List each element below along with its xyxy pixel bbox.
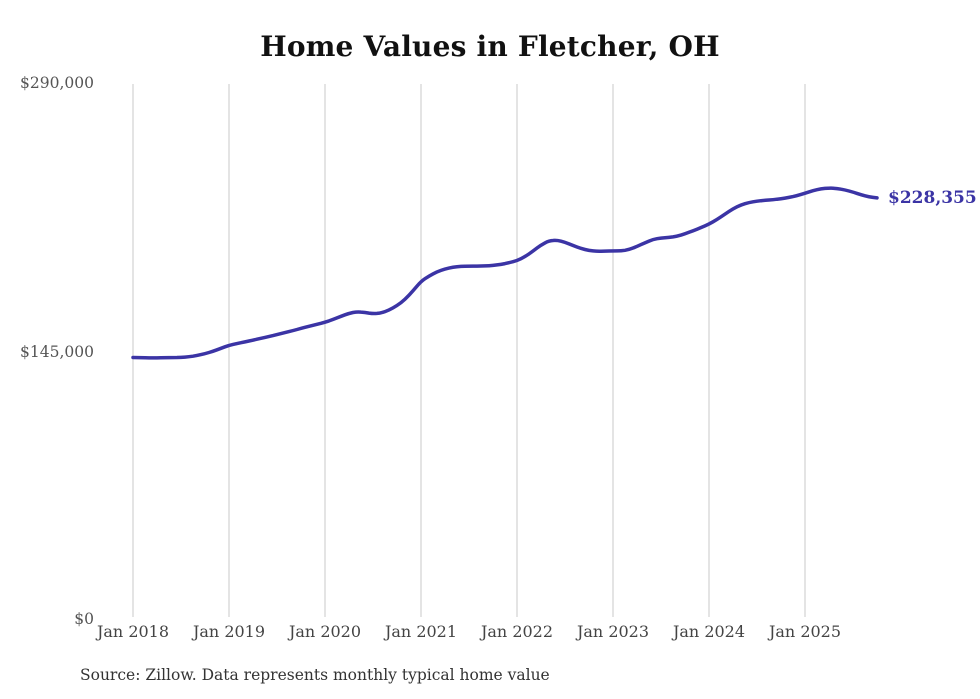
- y-tick-label-145000: $145,000: [20, 343, 94, 361]
- x-tick-label: Jan 2021: [384, 622, 458, 641]
- end-value-label: $228,355: [888, 187, 977, 208]
- home-value-line: [131, 186, 879, 360]
- source-note: Source: Zillow. Data represents monthly …: [80, 666, 550, 684]
- x-axis-labels: Jan 2018 Jan 2019 Jan 2020 Jan 2021 Jan 2022…: [0, 622, 980, 646]
- x-tick-label: Jan 2018: [96, 622, 170, 641]
- x-tick-label: Jan 2020: [288, 622, 362, 641]
- x-tick-label: Jan 2023: [576, 622, 650, 641]
- x-tick-label: Jan 2024: [672, 622, 746, 641]
- x-tick-label: Jan 2022: [480, 622, 554, 641]
- x-tick-label: Jan 2025: [768, 622, 842, 641]
- x-tick-label: Jan 2019: [192, 622, 266, 641]
- y-tick-label-290000: $290,000: [20, 74, 94, 92]
- y-tick-label-0: $0: [74, 610, 94, 628]
- chart-title: Home Values in Fletcher, OH: [260, 30, 720, 63]
